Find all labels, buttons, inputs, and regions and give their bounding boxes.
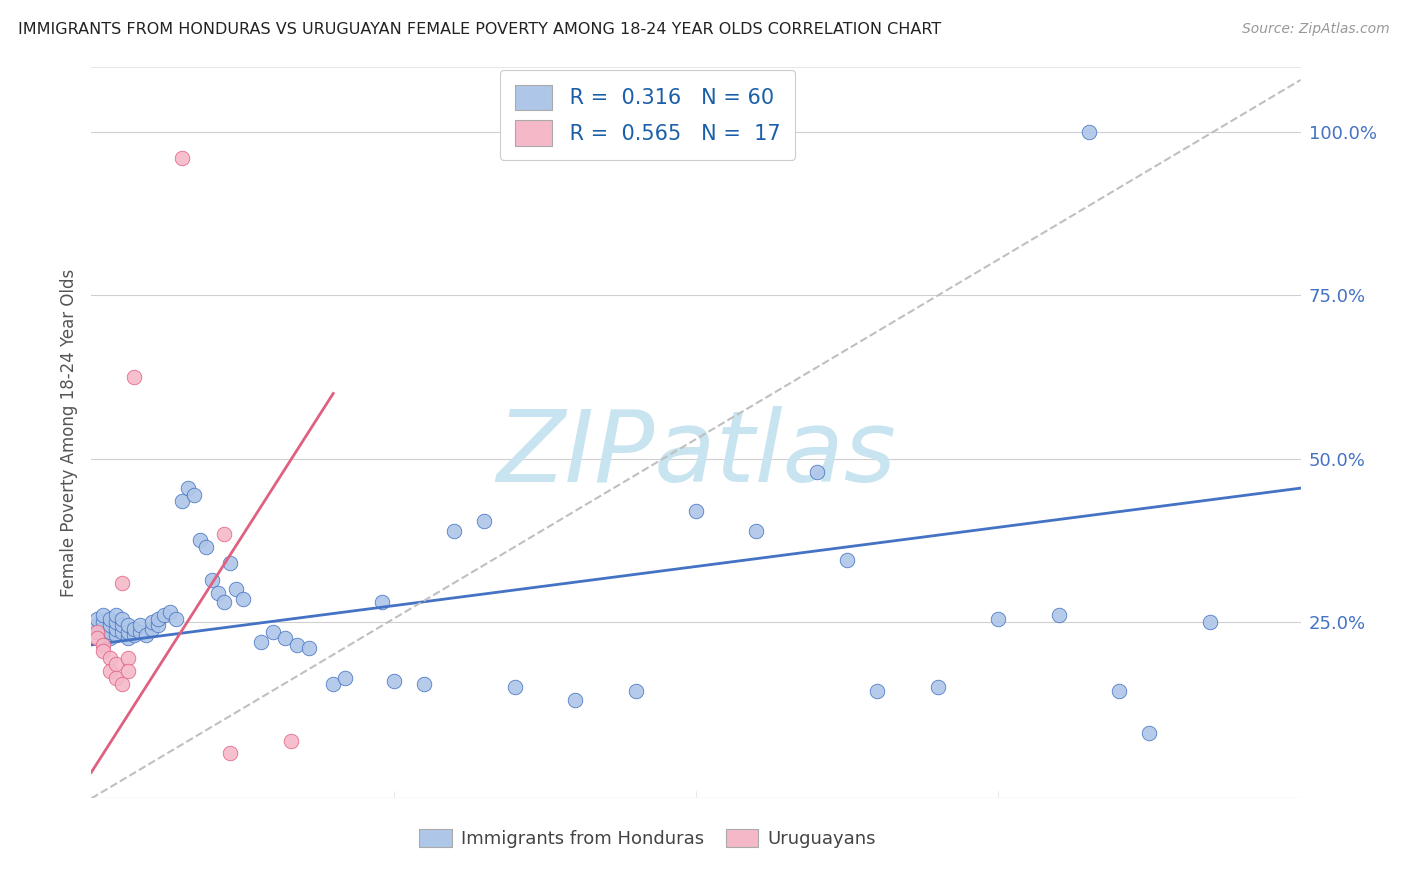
Point bbox=[98, 632, 121, 646]
Point bbox=[111, 612, 132, 626]
Point bbox=[104, 657, 127, 672]
Point bbox=[685, 504, 707, 518]
Point bbox=[117, 632, 139, 646]
Point bbox=[443, 524, 465, 538]
Point bbox=[135, 628, 157, 642]
Point bbox=[322, 677, 344, 691]
Point bbox=[86, 612, 108, 626]
Point bbox=[201, 573, 224, 587]
Point bbox=[117, 651, 139, 665]
Point bbox=[98, 618, 121, 632]
Point bbox=[153, 608, 176, 623]
Point bbox=[141, 615, 163, 629]
Point bbox=[177, 481, 200, 495]
Text: IMMIGRANTS FROM HONDURAS VS URUGUAYAN FEMALE POVERTY AMONG 18-24 YEAR OLDS CORRE: IMMIGRANTS FROM HONDURAS VS URUGUAYAN FE… bbox=[18, 22, 942, 37]
Point bbox=[104, 671, 127, 685]
Point bbox=[503, 681, 526, 695]
Point bbox=[93, 638, 115, 652]
Point bbox=[98, 651, 121, 665]
Point bbox=[987, 612, 1010, 626]
Point bbox=[624, 683, 647, 698]
Point bbox=[111, 618, 132, 632]
Point bbox=[93, 628, 115, 642]
Point bbox=[1139, 726, 1161, 740]
Point bbox=[225, 582, 247, 597]
Point bbox=[564, 693, 586, 707]
Point bbox=[111, 677, 132, 691]
Point bbox=[927, 681, 949, 695]
Point bbox=[104, 615, 127, 629]
Point bbox=[159, 605, 181, 619]
Point bbox=[111, 575, 132, 590]
Point bbox=[214, 526, 236, 541]
Point bbox=[183, 488, 205, 502]
Point bbox=[98, 612, 121, 626]
Point bbox=[172, 494, 194, 508]
Point bbox=[1077, 125, 1099, 139]
Point bbox=[188, 533, 211, 548]
Point bbox=[219, 746, 242, 760]
Point bbox=[214, 595, 236, 609]
Point bbox=[93, 615, 115, 629]
Point bbox=[262, 624, 284, 639]
Point bbox=[104, 622, 127, 636]
Point bbox=[298, 641, 321, 656]
Point bbox=[146, 618, 169, 632]
Point bbox=[335, 671, 357, 685]
Point bbox=[165, 612, 187, 626]
Point bbox=[1108, 683, 1130, 698]
Legend: Immigrants from Honduras, Uruguayans: Immigrants from Honduras, Uruguayans bbox=[412, 822, 883, 855]
Y-axis label: Female Poverty Among 18-24 Year Olds: Female Poverty Among 18-24 Year Olds bbox=[59, 268, 77, 597]
Point bbox=[86, 618, 108, 632]
Point bbox=[117, 664, 139, 678]
Point bbox=[98, 664, 121, 678]
Point bbox=[835, 553, 858, 567]
Point bbox=[745, 524, 768, 538]
Point bbox=[93, 622, 115, 636]
Point bbox=[111, 624, 132, 639]
Point bbox=[370, 595, 392, 609]
Text: ZIPatlas: ZIPatlas bbox=[496, 406, 896, 503]
Point bbox=[195, 540, 218, 554]
Point bbox=[472, 514, 495, 528]
Point bbox=[280, 734, 302, 748]
Point bbox=[98, 624, 121, 639]
Point bbox=[274, 632, 297, 646]
Point bbox=[172, 152, 194, 166]
Point bbox=[93, 644, 115, 658]
Point bbox=[93, 608, 115, 623]
Point bbox=[104, 608, 127, 623]
Point bbox=[285, 638, 308, 652]
Point bbox=[86, 624, 108, 639]
Point bbox=[207, 585, 229, 599]
Point bbox=[231, 592, 253, 607]
Point bbox=[122, 370, 145, 384]
Point bbox=[86, 624, 108, 639]
Point bbox=[866, 683, 889, 698]
Point bbox=[413, 677, 436, 691]
Point bbox=[806, 465, 828, 479]
Point bbox=[117, 624, 139, 639]
Point bbox=[382, 673, 405, 688]
Point bbox=[128, 618, 150, 632]
Point bbox=[86, 632, 108, 646]
Point bbox=[219, 556, 242, 570]
Point bbox=[146, 612, 169, 626]
Point bbox=[141, 622, 163, 636]
Point bbox=[1198, 615, 1220, 629]
Text: Source: ZipAtlas.com: Source: ZipAtlas.com bbox=[1241, 22, 1389, 37]
Point bbox=[1047, 608, 1070, 623]
Point bbox=[117, 618, 139, 632]
Point bbox=[128, 624, 150, 639]
Point bbox=[122, 622, 145, 636]
Point bbox=[104, 628, 127, 642]
Point bbox=[122, 628, 145, 642]
Point bbox=[249, 634, 271, 648]
